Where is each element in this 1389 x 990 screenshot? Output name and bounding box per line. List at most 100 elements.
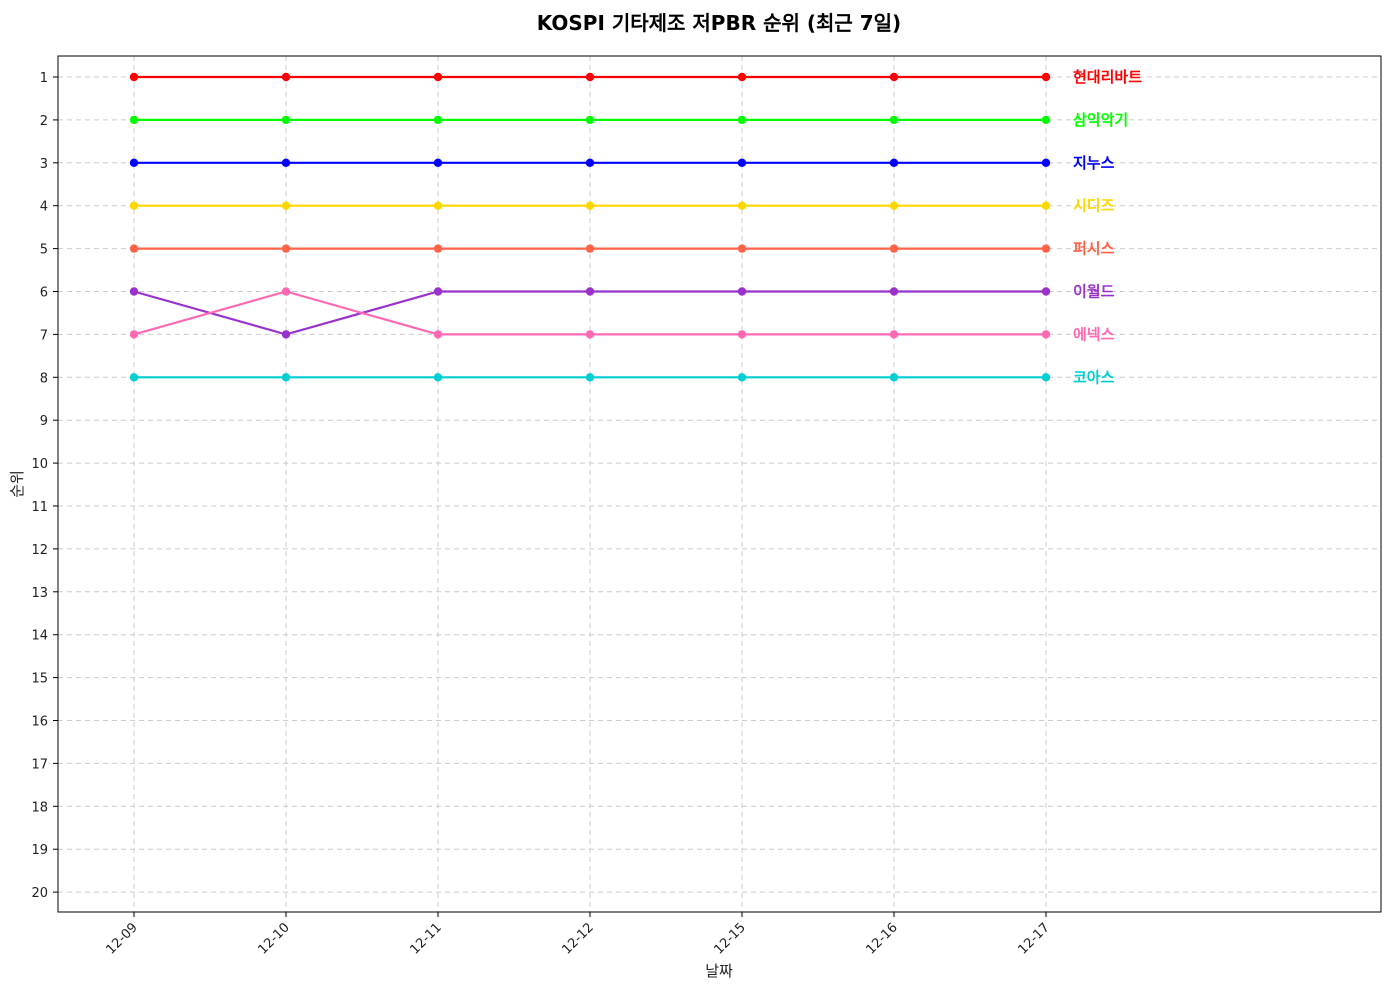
series-1-point	[433, 115, 443, 125]
y-tick-label: 19	[31, 843, 48, 858]
y-axis-label: 순위	[8, 470, 26, 498]
series-6-point	[585, 330, 595, 339]
series-2-point	[1041, 158, 1051, 167]
y-tick-label: 18	[31, 800, 48, 815]
x-tick-label: 12-09	[104, 920, 141, 957]
series-end-label: 현대리바트	[1073, 68, 1142, 86]
series-end-label: 코아스	[1073, 368, 1115, 386]
series-end-label: 지누스	[1073, 154, 1115, 172]
series-end-label: 퍼시스	[1073, 240, 1115, 258]
x-axis: 12-09 12-10 12-11 12-12 12-15 12-16 12-17	[104, 912, 1053, 958]
series-1-point	[585, 115, 595, 125]
x-tick-label: 12-12	[560, 920, 597, 957]
series-6-point	[433, 330, 443, 339]
series-2-point	[281, 158, 291, 167]
series-4-point	[129, 244, 139, 253]
series-end-label: 삼익악기	[1073, 111, 1128, 129]
series-7-point	[889, 373, 899, 382]
series-2-point	[737, 158, 747, 167]
series-6-point	[129, 330, 139, 339]
series-6-point	[281, 287, 291, 296]
y-tick-label: 7	[40, 328, 48, 343]
series-0-point	[889, 72, 899, 82]
series-4-point	[1041, 244, 1051, 253]
series-4-point	[889, 244, 899, 253]
series-6-point	[737, 330, 747, 339]
y-tick-label: 4	[40, 200, 48, 215]
series-3-point	[737, 201, 747, 210]
grid-lines	[58, 56, 1381, 912]
series-3-point	[585, 201, 595, 210]
y-tick-label: 13	[31, 586, 48, 601]
series-7-point	[585, 373, 595, 382]
series-1-point	[129, 115, 139, 125]
y-tick-label: 1	[40, 71, 48, 86]
series-7-point	[433, 373, 443, 382]
series-0-point	[129, 72, 139, 82]
series-4-point	[585, 244, 595, 253]
x-tick-label: 12-11	[408, 920, 445, 957]
x-tick-label: 12-10	[256, 920, 293, 957]
series-0-point	[585, 72, 595, 82]
x-axis-label: 날짜	[705, 962, 733, 980]
series-5-point	[737, 287, 747, 296]
y-tick-label: 16	[31, 715, 48, 730]
series-1-point	[889, 115, 899, 125]
series-0-point	[737, 72, 747, 82]
series-3-point	[281, 201, 291, 210]
y-tick-label: 8	[40, 371, 48, 386]
series-2-point	[129, 158, 139, 167]
series-5-point	[1041, 287, 1051, 296]
plot-frame	[57, 55, 1382, 913]
y-tick-label: 15	[31, 672, 48, 687]
y-tick-label: 2	[40, 114, 48, 129]
y-tick-label: 12	[31, 543, 48, 558]
series-7-point	[737, 373, 747, 382]
y-tick-label: 17	[31, 757, 48, 772]
series-7-point	[281, 373, 291, 382]
x-tick-label: 12-15	[712, 920, 749, 957]
y-tick-label: 14	[31, 629, 48, 644]
series-3-point	[433, 201, 443, 210]
y-tick-label: 5	[40, 243, 48, 258]
y-tick-label: 20	[31, 886, 48, 901]
series-lines	[129, 72, 1051, 382]
x-tick-label: 12-16	[864, 920, 901, 957]
series-end-label: 시디즈	[1073, 197, 1115, 215]
chart-title: KOSPI 기타제조 저PBR 순위 (최근 7일)	[537, 11, 901, 35]
series-5-point	[433, 287, 443, 296]
series-3-point	[129, 201, 139, 210]
series-3-point	[1041, 201, 1051, 210]
series-end-label: 에넥스	[1073, 325, 1115, 343]
series-0-point	[1041, 72, 1051, 82]
series-1-point	[737, 115, 747, 125]
series-2-point	[433, 158, 443, 167]
series-6-point	[889, 330, 899, 339]
series-end-label: 이월드	[1073, 283, 1115, 301]
series-7-point	[1041, 373, 1051, 382]
series-4-point	[281, 244, 291, 253]
y-tick-label: 10	[31, 457, 48, 472]
series-7-point	[129, 373, 139, 382]
y-tick-label: 3	[40, 157, 48, 172]
series-5-point	[585, 287, 595, 296]
y-tick-label: 9	[40, 414, 48, 429]
series-2-point	[585, 158, 595, 167]
x-tick-label: 12-17	[1016, 920, 1053, 957]
series-1-point	[1041, 115, 1051, 125]
series-4-point	[433, 244, 443, 253]
series-5-point	[889, 287, 899, 296]
series-4-point	[737, 244, 747, 253]
series-5-point	[129, 287, 139, 296]
series-3-point	[889, 201, 899, 210]
y-tick-label: 11	[31, 500, 48, 515]
series-1-point	[281, 115, 291, 125]
y-tick-label: 6	[40, 286, 48, 301]
series-2-point	[889, 158, 899, 167]
series-0-point	[433, 72, 443, 82]
series-6-point	[1041, 330, 1051, 339]
